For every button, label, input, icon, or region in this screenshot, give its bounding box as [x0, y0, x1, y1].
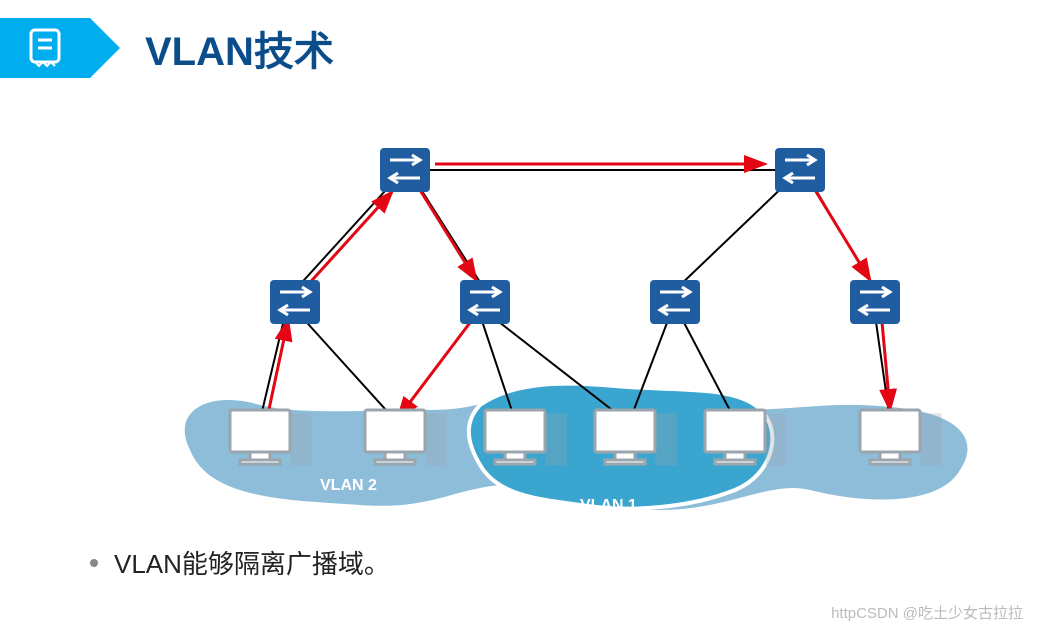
- switch-icon: [380, 148, 430, 192]
- switches: [270, 148, 900, 324]
- switch-icon: [460, 280, 510, 324]
- switch-icon: [650, 280, 700, 324]
- switch-icon: [850, 280, 900, 324]
- bullet-item: VLAN能够隔离广播域。: [90, 544, 390, 581]
- header-arrow-icon: [90, 18, 120, 78]
- bullet-text: VLAN能够隔离广播域。: [114, 544, 390, 581]
- list-icon: [27, 28, 63, 68]
- watermark: httpCSDN @吃土少女古拉拉: [831, 602, 1023, 623]
- bullet-dot-icon: [90, 559, 98, 567]
- vlan1-label: VLAN 1: [580, 497, 637, 514]
- header: VLAN技术: [0, 0, 1041, 78]
- switch-icon: [775, 148, 825, 192]
- switch-icon: [270, 280, 320, 324]
- vlan2-label: VLAN 2: [320, 477, 377, 494]
- header-icon-box: [0, 18, 90, 78]
- network-diagram: VLAN 2 VLAN 1: [170, 110, 970, 530]
- page-title: VLAN技术: [145, 19, 334, 77]
